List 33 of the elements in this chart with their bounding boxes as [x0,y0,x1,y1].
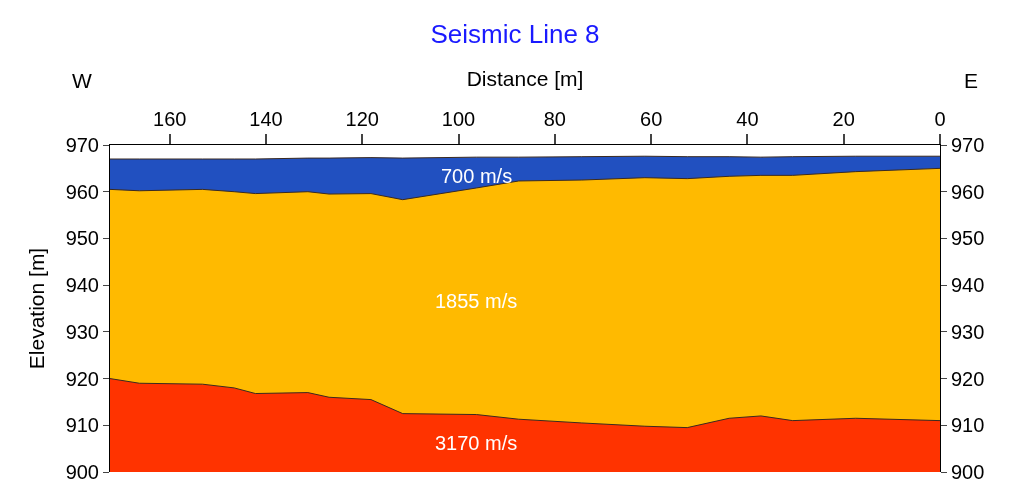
x-axis-title: Distance [m] [466,67,584,91]
x-tick-label: 60 [640,108,663,130]
x-tick-label: 40 [736,108,759,130]
x-tick-label: 20 [832,108,855,130]
series-label: 1855 m/s [435,290,518,312]
x-tick-label: 80 [543,108,566,130]
chart-title: Seismic Line 8 [430,19,600,50]
y-tick-label: 940 [65,274,99,297]
x-tick-label: 160 [153,108,187,130]
y2-tick-label: 900 [951,461,985,483]
x-tick-label: 120 [345,108,379,130]
text: W [72,69,92,92]
y-tick-label: 970 [65,134,99,156]
y-tick-label: 900 [65,461,99,483]
y2-tick-label: 940 [951,274,985,297]
y-tick-label: 930 [65,320,99,343]
y2-tick-label: 970 [951,134,985,156]
series-label: 700 m/s [441,165,513,187]
x-tick-label: 100 [441,108,476,130]
y-axis-title: Elevation [m] [24,247,48,370]
x-tick-label: 0 [934,108,946,130]
x-tick-label: 140 [249,108,283,130]
series-label: 3170 m/s [435,432,518,454]
text: E [964,69,979,92]
y-tick-label: 960 [65,180,99,203]
y-tick-label: 920 [65,367,99,390]
y-tick-label: 950 [65,227,99,250]
y2-tick-label: 930 [951,320,985,343]
y2-tick-label: 960 [951,180,985,203]
y2-tick-label: 950 [951,227,985,250]
y2-tick-label: 920 [951,367,985,390]
y2-tick-label: 910 [951,414,985,437]
y-tick-label: 910 [65,414,99,437]
